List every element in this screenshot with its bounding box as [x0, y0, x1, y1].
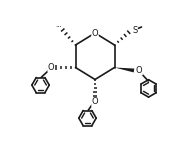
Text: O: O [92, 98, 98, 106]
Text: O: O [136, 66, 142, 75]
Polygon shape [115, 68, 134, 72]
Text: S: S [132, 26, 137, 35]
Text: O: O [92, 28, 98, 38]
Text: ···: ··· [55, 24, 62, 30]
Text: O: O [48, 63, 55, 72]
